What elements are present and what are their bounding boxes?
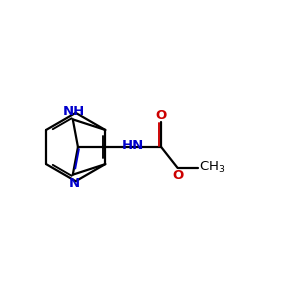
Text: O: O — [155, 109, 167, 122]
Text: HN: HN — [122, 139, 144, 152]
Text: NH: NH — [63, 105, 86, 118]
Text: CH$_3$: CH$_3$ — [199, 160, 225, 176]
Text: N: N — [69, 176, 80, 190]
Text: O: O — [172, 169, 183, 182]
